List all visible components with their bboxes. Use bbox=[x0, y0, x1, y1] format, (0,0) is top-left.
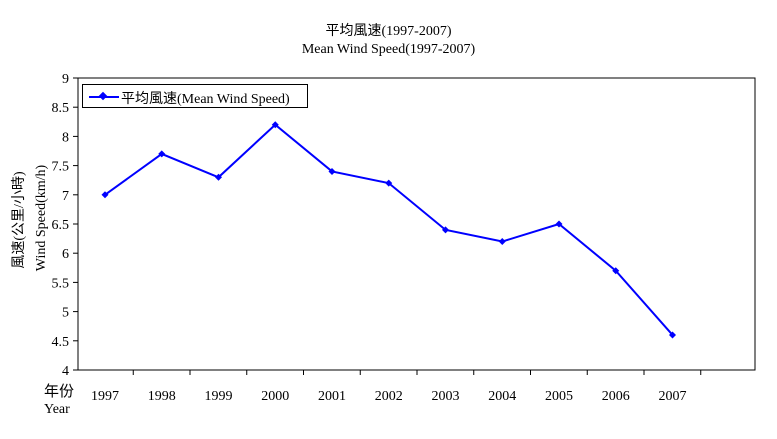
y-tick-label: 9 bbox=[62, 72, 69, 87]
y-tick-label: 4 bbox=[62, 364, 69, 379]
x-tick-label: 2007 bbox=[659, 389, 687, 404]
y-tick-label: 5 bbox=[62, 306, 69, 321]
data-point bbox=[669, 331, 676, 339]
x-axis-label-zh: 年份 bbox=[44, 384, 75, 400]
y-tick-label: 6 bbox=[62, 247, 69, 262]
y-axis: 4 4.5 5 5.5 6 6.5 7 7.5 8 8.5 9 bbox=[52, 72, 78, 379]
data-point bbox=[442, 226, 449, 234]
legend-entry: 平均風速(Mean Wind Speed) bbox=[121, 92, 290, 107]
data-point bbox=[271, 121, 279, 129]
x-tick-label: 2001 bbox=[318, 389, 346, 404]
data-point bbox=[498, 238, 506, 246]
y-axis-label-zh: 風速(公里/小時) bbox=[12, 171, 27, 269]
y-tick-label: 7.5 bbox=[52, 160, 70, 175]
data-point bbox=[158, 150, 166, 158]
y-tick-label: 4.5 bbox=[52, 335, 70, 350]
x-tick-label: 2006 bbox=[602, 389, 630, 404]
series-group bbox=[101, 121, 676, 339]
data-point bbox=[612, 267, 620, 275]
y-tick-label: 7 bbox=[62, 189, 69, 204]
y-tick-label: 6.5 bbox=[52, 218, 70, 233]
x-axis: 1997 1998 1999 2000 2001 2002 2003 2004 2005 2006… bbox=[91, 370, 702, 404]
y-tick-label: 8.5 bbox=[52, 101, 70, 116]
x-tick-label: 2000 bbox=[261, 389, 289, 404]
data-point bbox=[555, 220, 563, 228]
y-tick-label: 8 bbox=[62, 130, 69, 145]
x-tick-label: 2005 bbox=[545, 389, 573, 404]
data-point bbox=[215, 173, 222, 181]
x-tick-label: 1998 bbox=[148, 389, 176, 404]
legend: 平均風速(Mean Wind Speed) bbox=[82, 84, 308, 108]
plot-area bbox=[77, 77, 756, 371]
chart-title: 平均風速(1997-2007) bbox=[325, 24, 452, 39]
data-point bbox=[328, 167, 336, 175]
x-tick-label: 1997 bbox=[91, 389, 119, 404]
x-axis-label-en: Year bbox=[44, 402, 70, 417]
legend-diamond-marker bbox=[98, 91, 108, 101]
x-tick-label: 2002 bbox=[375, 389, 403, 404]
x-tick-label: 2004 bbox=[488, 389, 516, 404]
data-point bbox=[385, 179, 393, 187]
data-point bbox=[101, 191, 109, 199]
x-tick-label: 1999 bbox=[205, 389, 233, 404]
y-axis-label-en: Wind Speed(km/h) bbox=[34, 164, 49, 272]
y-tick-label: 5.5 bbox=[52, 276, 70, 291]
x-tick-label: 2003 bbox=[432, 389, 460, 404]
chart-subtitle: Mean Wind Speed(1997-2007) bbox=[301, 42, 476, 57]
